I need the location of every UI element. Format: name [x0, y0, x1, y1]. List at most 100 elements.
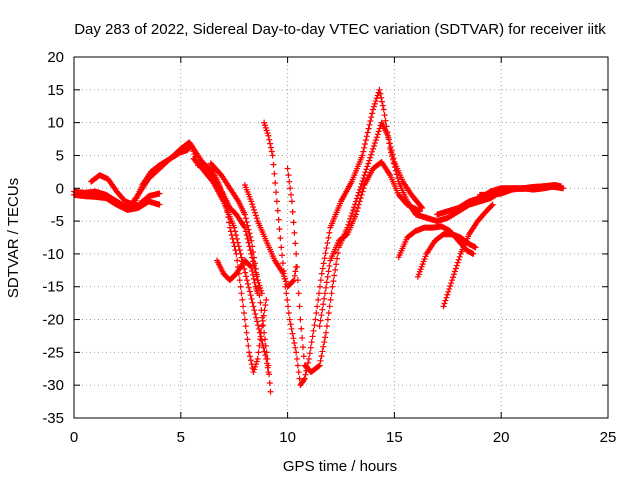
data-point [322, 250, 329, 257]
data-point [260, 322, 267, 329]
data-point [306, 350, 313, 357]
data-point [489, 201, 496, 208]
data-point [267, 144, 274, 151]
data-point [229, 235, 236, 242]
data-point [288, 325, 295, 332]
data-point [364, 163, 371, 170]
data-point [330, 278, 337, 285]
data-point [378, 94, 385, 101]
data-point [224, 208, 231, 215]
data-point [246, 349, 253, 356]
data-point [261, 329, 268, 336]
data-point [373, 134, 380, 141]
data-point [359, 188, 366, 195]
data-point [258, 307, 265, 314]
data-point [250, 369, 257, 376]
data-point [300, 353, 307, 360]
data-point [262, 352, 269, 359]
y-tick-label: -15 [42, 279, 64, 296]
data-point [298, 325, 305, 332]
data-point [311, 322, 318, 329]
data-point [278, 244, 285, 251]
data-point [450, 274, 457, 281]
data-point [292, 240, 299, 247]
data-point [264, 130, 271, 137]
data-point [270, 161, 277, 168]
data-point [243, 273, 250, 280]
data-point [253, 358, 260, 365]
y-tick-label: 5 [56, 147, 64, 164]
data-point [292, 344, 299, 351]
data-point [444, 291, 451, 298]
data-point [354, 204, 361, 211]
data-point [294, 362, 301, 369]
data-point [296, 303, 303, 310]
series-track-11 [284, 119, 426, 376]
data-point [247, 353, 254, 360]
data-point [314, 303, 321, 310]
data-point [246, 288, 253, 295]
data-point [293, 264, 300, 271]
data-point [258, 337, 265, 344]
data-point [358, 180, 365, 187]
data-point [362, 137, 369, 144]
axis-ticks [73, 56, 609, 419]
data-point [248, 237, 255, 244]
data-point [230, 239, 237, 246]
data-point [244, 336, 251, 343]
data-point [454, 259, 461, 266]
data-point [369, 148, 376, 155]
data-point [360, 148, 367, 155]
data-point [326, 229, 333, 236]
data-point [251, 279, 258, 286]
data-point [387, 144, 394, 151]
data-point [456, 253, 463, 260]
data-point [241, 316, 248, 323]
data-point [370, 103, 377, 110]
data-point [269, 152, 276, 159]
data-point [273, 198, 280, 205]
data-point [367, 154, 374, 161]
data-point [235, 270, 242, 277]
data-point [272, 180, 279, 187]
data-point [223, 203, 230, 210]
data-point [327, 296, 334, 303]
data-point [319, 306, 326, 313]
data-point [321, 339, 328, 346]
data-point [417, 208, 424, 215]
data-point [241, 309, 248, 316]
data-point [332, 266, 339, 273]
data-point [355, 201, 362, 208]
x-tick-label: 10 [279, 429, 296, 446]
data-point [296, 375, 303, 382]
data-point [248, 264, 255, 271]
data-point [300, 376, 307, 383]
data-point [282, 278, 289, 285]
data-point [279, 260, 286, 267]
data-point [450, 271, 457, 278]
data-point [371, 140, 378, 147]
data-point [277, 235, 284, 242]
data-point [382, 117, 389, 124]
data-point [448, 280, 455, 287]
data-point [369, 110, 376, 117]
data-point [452, 265, 459, 272]
data-point [265, 362, 272, 369]
data-point [234, 257, 241, 264]
data-point [365, 160, 372, 167]
data-point [447, 282, 454, 289]
data-point [309, 333, 316, 340]
data-point [316, 323, 323, 330]
data-point [380, 106, 387, 113]
data-point [250, 204, 257, 211]
data-point [249, 243, 256, 250]
series-track-6 [214, 257, 261, 297]
data-point [242, 323, 249, 330]
data-point [248, 198, 255, 205]
data-point [255, 349, 262, 356]
data-point [318, 312, 325, 319]
data-point [266, 136, 273, 143]
data-point [156, 201, 163, 208]
data-point [365, 125, 372, 132]
